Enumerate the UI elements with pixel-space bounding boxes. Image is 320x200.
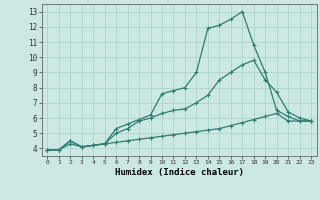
X-axis label: Humidex (Indice chaleur): Humidex (Indice chaleur) [115,168,244,177]
